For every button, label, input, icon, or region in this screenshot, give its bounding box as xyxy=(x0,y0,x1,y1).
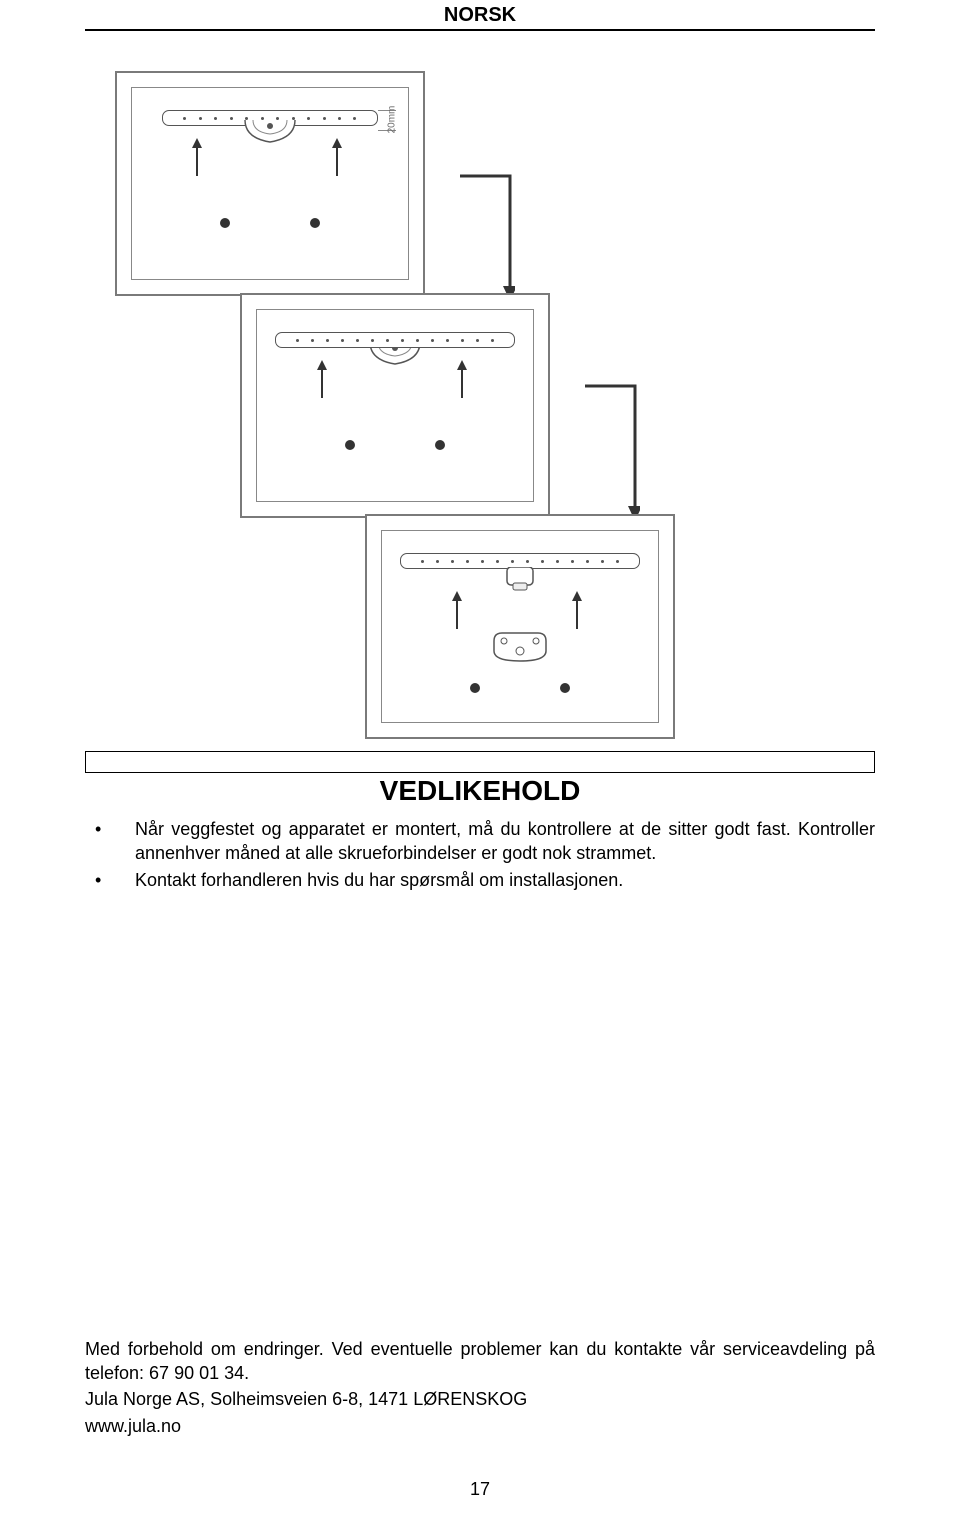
sequence-arrow-icon xyxy=(580,381,640,526)
mount-hole-dot xyxy=(310,218,320,228)
wall-plate xyxy=(490,629,550,665)
header-rule xyxy=(85,29,875,31)
panel-inner xyxy=(256,309,534,502)
mount-bar xyxy=(275,332,515,348)
diagram-panel-1: 20mm xyxy=(115,71,425,296)
arrow-up-icon xyxy=(572,591,582,634)
dimension-label: 20mm xyxy=(387,106,398,134)
sequence-arrow-icon xyxy=(455,171,515,306)
diagram-panel-3 xyxy=(365,514,675,739)
section-rule-box xyxy=(85,751,875,773)
diagram-panel-2 xyxy=(240,293,550,518)
header-language: NORSK xyxy=(85,0,875,29)
maintenance-bullets: Når veggfestet og apparatet er montert, … xyxy=(85,817,875,892)
arrow-up-icon xyxy=(317,360,327,403)
section-title: VEDLIKEHOLD xyxy=(85,775,875,807)
page-number: 17 xyxy=(0,1479,960,1500)
arrow-up-icon xyxy=(452,591,462,634)
mount-hole-dot xyxy=(220,218,230,228)
panel-inner xyxy=(381,530,659,723)
mount-hole-dot xyxy=(470,683,480,693)
footer-address: Jula Norge AS, Solheimsveien 6-8, 1471 L… xyxy=(85,1387,875,1411)
footer-website: www.jula.no xyxy=(85,1414,875,1438)
footer-block: Med forbehold om endringer. Ved eventuel… xyxy=(85,1337,875,1440)
footer-disclaimer: Med forbehold om endringer. Ved eventuel… xyxy=(85,1337,875,1386)
mount-hole-dot xyxy=(560,683,570,693)
bullet-item: Kontakt forhandleren hvis du har spørsmå… xyxy=(135,868,875,892)
panel-inner: 20mm xyxy=(131,87,409,280)
installation-diagrams: 20mm xyxy=(85,61,875,731)
bullet-item: Når veggfestet og apparatet er montert, … xyxy=(135,817,875,866)
mount-hole-dot xyxy=(435,440,445,450)
arrow-up-icon xyxy=(192,138,202,181)
arrow-up-icon xyxy=(457,360,467,403)
mount-hole-dot xyxy=(345,440,355,450)
arrow-up-icon xyxy=(332,138,342,181)
mount-hub xyxy=(243,118,297,148)
hook-plate xyxy=(505,567,535,591)
